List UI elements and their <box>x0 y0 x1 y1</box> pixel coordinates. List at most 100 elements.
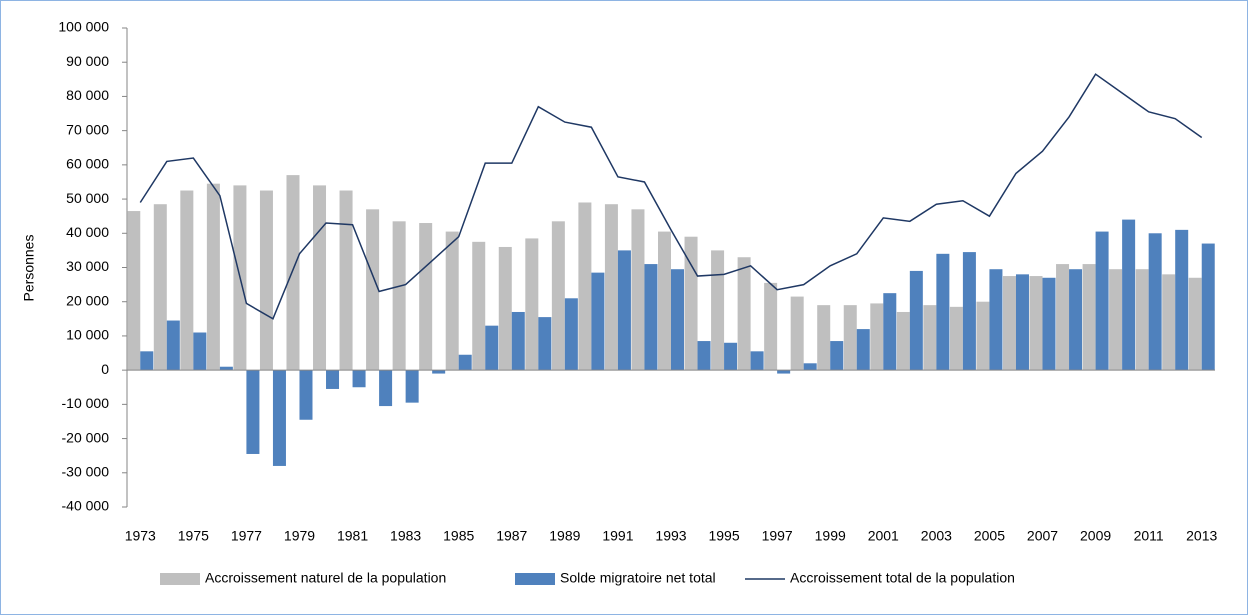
bar <box>883 293 897 371</box>
bar <box>1162 274 1176 371</box>
bar <box>777 370 791 374</box>
bar <box>949 306 963 371</box>
bar <box>1095 231 1109 371</box>
bar <box>711 250 725 371</box>
y-tick-label: 50 000 <box>66 190 109 206</box>
bar <box>750 351 764 371</box>
bar <box>856 329 870 371</box>
bar <box>1015 274 1029 371</box>
bar <box>180 190 194 371</box>
x-tick-label: 1983 <box>390 528 421 544</box>
legend-label: Accroissement naturel de la population <box>205 570 446 586</box>
bar <box>127 211 141 371</box>
x-tick-label: 2009 <box>1080 528 1111 544</box>
bar <box>1042 277 1056 371</box>
bar <box>219 366 233 371</box>
x-tick-label: 1999 <box>815 528 846 544</box>
y-tick-label: 40 000 <box>66 224 109 240</box>
x-tick-label: 1993 <box>655 528 686 544</box>
bar <box>1082 264 1096 371</box>
bar <box>1029 276 1043 371</box>
bar <box>525 238 539 371</box>
bar <box>1135 269 1149 371</box>
x-tick-label: 1995 <box>708 528 739 544</box>
bar <box>299 370 313 420</box>
y-tick-label: -20 000 <box>62 429 110 445</box>
bar <box>843 305 857 371</box>
bar <box>923 305 937 371</box>
bar <box>724 342 738 371</box>
bar <box>485 325 499 371</box>
bar <box>419 223 433 371</box>
bar <box>1148 233 1162 371</box>
x-tick-label: 1981 <box>337 528 368 544</box>
bar <box>511 311 525 371</box>
bar <box>962 252 976 371</box>
bar <box>432 370 446 374</box>
y-tick-label: 30 000 <box>66 258 109 274</box>
bar <box>206 183 220 371</box>
legend-swatch <box>515 573 555 585</box>
bar <box>591 272 605 371</box>
legend-label: Accroissement total de la population <box>790 570 1015 586</box>
bar <box>976 301 990 371</box>
y-tick-label: 20 000 <box>66 292 109 308</box>
x-tick-label: 2011 <box>1134 528 1164 544</box>
bar <box>472 241 486 371</box>
x-tick-label: 2013 <box>1186 528 1217 544</box>
bar <box>272 370 286 466</box>
bar <box>1188 277 1202 371</box>
x-tick-label: 1973 <box>125 528 156 544</box>
bar <box>1056 264 1070 371</box>
bar <box>379 370 393 407</box>
bar <box>790 296 804 371</box>
bar <box>737 257 751 371</box>
bar <box>803 363 817 371</box>
bar <box>896 311 910 371</box>
bar <box>538 317 552 371</box>
bar <box>193 332 207 371</box>
y-tick-label: 90 000 <box>66 53 109 69</box>
x-tick-label: 1997 <box>762 528 793 544</box>
legend-label: Solde migratoire net total <box>560 570 716 586</box>
x-tick-label: 2003 <box>921 528 952 544</box>
x-tick-label: 1987 <box>496 528 527 544</box>
bar <box>604 204 618 371</box>
bar <box>764 282 778 371</box>
bar <box>392 221 406 371</box>
bar <box>870 303 884 371</box>
bar <box>1201 243 1215 371</box>
bar <box>313 185 327 371</box>
y-tick-label: 60 000 <box>66 156 109 172</box>
bar <box>617 250 631 371</box>
x-tick-label: 2001 <box>868 528 899 544</box>
x-tick-label: 1975 <box>178 528 209 544</box>
bar <box>644 264 658 371</box>
legend-swatch <box>160 573 200 585</box>
bar <box>405 370 419 403</box>
x-tick-label: 2007 <box>1027 528 1058 544</box>
bar <box>551 221 565 371</box>
bar <box>1109 269 1123 371</box>
bar <box>366 209 380 371</box>
bar <box>671 269 685 371</box>
y-tick-label: 100 000 <box>58 19 109 35</box>
bar <box>286 175 300 371</box>
bar <box>697 341 711 371</box>
bar <box>631 209 645 371</box>
bar <box>339 190 353 371</box>
bar <box>1069 269 1083 371</box>
bar <box>578 202 592 371</box>
bar <box>352 370 366 388</box>
x-tick-label: 1989 <box>549 528 580 544</box>
bar <box>153 204 167 371</box>
bar <box>1002 276 1016 371</box>
x-tick-label: 1979 <box>284 528 315 544</box>
bar <box>326 370 340 389</box>
bar <box>166 320 180 371</box>
bar <box>246 370 260 454</box>
y-tick-label: -30 000 <box>62 463 110 479</box>
x-tick-label: 1991 <box>602 528 633 544</box>
